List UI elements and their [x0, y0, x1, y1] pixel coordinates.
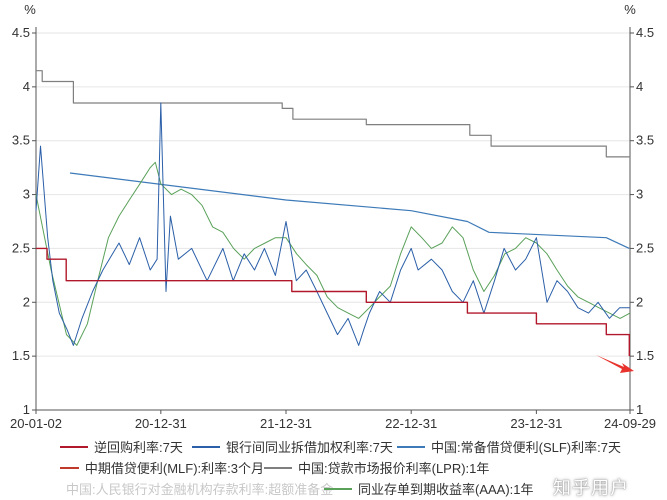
series-line-6 — [35, 161, 631, 346]
y-left-tick-4: 3 — [23, 187, 30, 202]
x-tick-4: 23-12-31 — [510, 416, 562, 431]
x-tick-3: 22-12-31 — [385, 416, 437, 431]
line-chart: 1 1.5 2 2.5 3 3.5 4 4.5 1 1.5 2 2.5 3 3.5 4 4.5 20-01-… — [10, 2, 656, 431]
legend-label-0: 逆回购利率:7天 — [94, 440, 183, 455]
legend: 逆回购利率:7天 银行间同业拆借加权利率:7天 中国:常备借贷便利(SLF)利率… — [60, 436, 660, 499]
legend-swatch-2 — [397, 445, 425, 448]
y-left-tick-5: 3.5 — [12, 133, 30, 148]
y-right-tick-0: 1 — [636, 402, 643, 417]
legend-swatch-6 — [324, 487, 352, 490]
legend-label-2: 中国:常备借贷便利(SLF)利率:7天 — [431, 440, 621, 455]
x-tick-2: 21-12-31 — [260, 416, 312, 431]
y-right-tick-1: 1.5 — [636, 348, 654, 363]
legend-item-2: 中国:常备借贷便利(SLF)利率:7天 — [397, 437, 621, 456]
x-tick-1: 20-12-31 — [135, 416, 187, 431]
annotations — [596, 355, 634, 373]
legend-label-3: 中期借贷便利(MLF):利率:3个月 — [84, 461, 264, 476]
y-left-tick-2: 2 — [23, 294, 30, 309]
x-tick-5: 24-09-29 — [604, 416, 656, 431]
watermark-text: 知乎用户 — [553, 478, 629, 499]
legend-item-4: 中国:贷款市场报价利率(LPR):1年 — [264, 458, 489, 477]
plot-series — [35, 70, 631, 357]
series-line-2 — [69, 172, 630, 249]
legend-row-2: 中期借贷便利(MLF):利率:3个月 中国:贷款市场报价利率(LPR):1年 — [60, 457, 660, 478]
x-axis-ticks: 20-01-02 20-12-31 21-12-31 22-12-31 23-12-31… — [10, 410, 656, 431]
legend-swatch-3 — [60, 466, 79, 469]
x-tick-0: 20-01-02 — [10, 416, 62, 431]
y-left-tick-6: 4 — [23, 79, 30, 94]
y-right-tick-2: 2 — [636, 294, 643, 309]
legend-row-3: 中国:人民银行对金融机构存款利率:超额准备金 同业存单到期收益率(AAA):1年 — [60, 478, 660, 499]
legend-row-1: 逆回购利率:7天 银行间同业拆借加权利率:7天 中国:常备借贷便利(SLF)利率… — [60, 436, 660, 457]
series-line-0 — [36, 247, 630, 357]
y-axis-right-ticks: 1 1.5 2 2.5 3 3.5 4 4.5 — [630, 25, 654, 417]
y-left-tick-0: 1 — [23, 402, 30, 417]
y-right-tick-3: 2.5 — [636, 240, 654, 255]
legend-swatch-1 — [192, 445, 220, 448]
y-left-tick-3: 2.5 — [12, 240, 30, 255]
left-unit-label: % — [24, 2, 36, 17]
legend-item-3: 中期借贷便利(MLF):利率:3个月 — [60, 458, 264, 477]
legend-label-1: 银行间同业拆借加权利率:7天 — [226, 440, 393, 455]
y-left-tick-7: 4.5 — [12, 25, 30, 40]
series-line-4 — [36, 70, 630, 158]
legend-item-6: 同业存单到期收益率(AAA):1年 — [324, 479, 534, 498]
right-unit-label: % — [624, 2, 636, 17]
legend-swatch-4 — [264, 466, 292, 469]
y-right-tick-7: 4.5 — [636, 25, 654, 40]
y-right-tick-6: 4 — [636, 79, 643, 94]
legend-item-5: 中国:人民银行对金融机构存款利率:超额准备金 — [60, 479, 333, 498]
legend-label-5: 中国:人民银行对金融机构存款利率:超额准备金 — [66, 482, 334, 497]
legend-item-0: 逆回购利率:7天 — [60, 437, 192, 456]
series-line-1 — [35, 102, 630, 346]
y-left-tick-1: 1.5 — [12, 348, 30, 363]
gridlines — [36, 32, 630, 411]
legend-label-6: 同业存单到期收益率(AAA):1年 — [358, 482, 534, 497]
legend-item-1: 银行间同业拆借加权利率:7天 — [192, 437, 397, 456]
red-arrow-icon — [596, 355, 634, 373]
axes — [35, 27, 631, 411]
y-right-tick-5: 3.5 — [636, 133, 654, 148]
y-right-tick-4: 3 — [636, 187, 643, 202]
legend-label-4: 中国:贷款市场报价利率(LPR):1年 — [298, 461, 490, 476]
legend-swatch-0 — [60, 445, 88, 448]
y-axis-left-ticks: 1 1.5 2 2.5 3 3.5 4 4.5 — [12, 25, 36, 417]
